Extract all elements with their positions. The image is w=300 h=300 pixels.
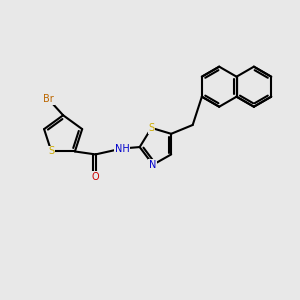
Text: Br: Br — [43, 94, 54, 104]
Text: S: S — [48, 146, 54, 157]
Text: O: O — [92, 172, 99, 182]
Text: S: S — [148, 123, 154, 133]
Text: NH: NH — [115, 143, 129, 154]
Text: N: N — [149, 160, 157, 170]
